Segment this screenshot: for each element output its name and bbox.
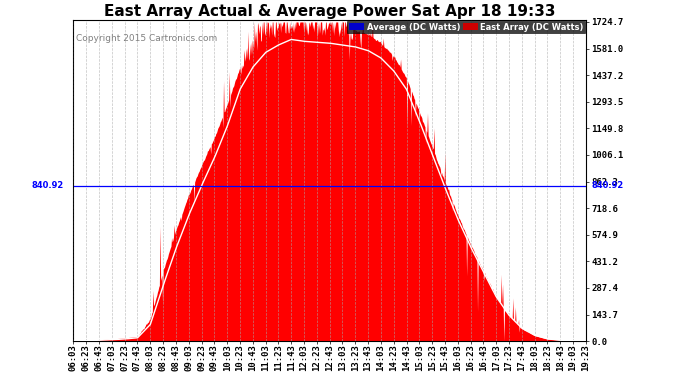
Legend: Average (DC Watts), East Array (DC Watts): Average (DC Watts), East Array (DC Watts… xyxy=(347,21,585,33)
Title: East Array Actual & Average Power Sat Apr 18 19:33: East Array Actual & Average Power Sat Ap… xyxy=(104,4,555,19)
Text: 840.92: 840.92 xyxy=(32,181,64,190)
Text: 840.92: 840.92 xyxy=(591,181,624,190)
Text: Copyright 2015 Cartronics.com: Copyright 2015 Cartronics.com xyxy=(76,34,217,43)
